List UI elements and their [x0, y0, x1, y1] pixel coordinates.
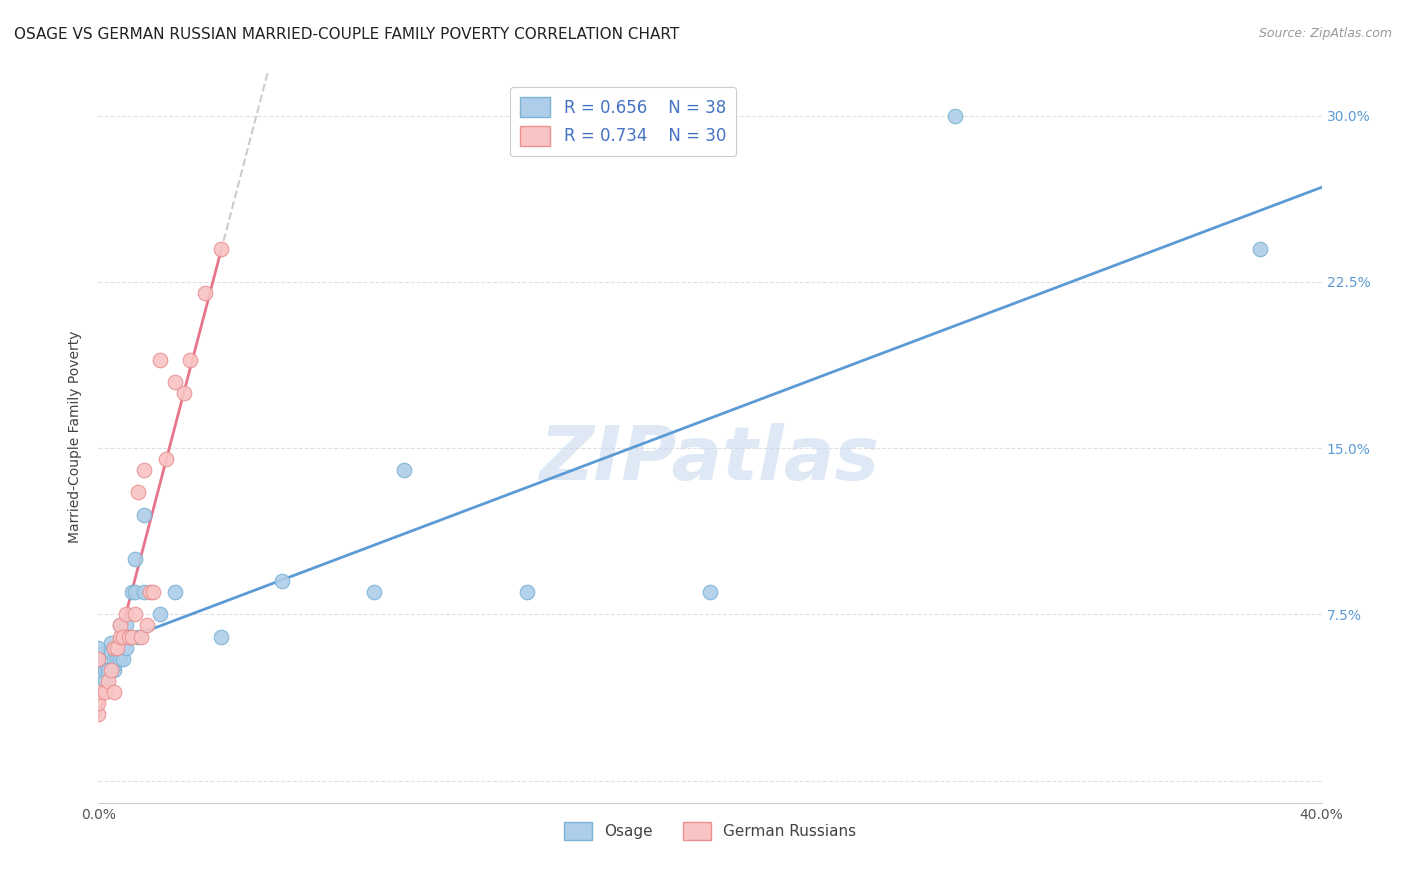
Point — [87, 685, 110, 699]
Point — [118, 630, 141, 644]
Point — [163, 585, 186, 599]
Text: Source: ZipAtlas.com: Source: ZipAtlas.com — [1258, 27, 1392, 40]
Point — [103, 663, 125, 677]
Point — [97, 663, 120, 677]
Point — [194, 285, 217, 300]
Point — [139, 585, 162, 599]
Point — [93, 685, 115, 699]
Point — [136, 618, 159, 632]
Point — [134, 463, 156, 477]
Point — [129, 630, 152, 644]
Point — [93, 663, 115, 677]
Point — [87, 640, 110, 655]
Point — [111, 630, 134, 644]
Point — [134, 508, 156, 522]
Point — [134, 585, 156, 599]
Point — [163, 375, 186, 389]
Point — [121, 630, 143, 644]
Point — [127, 485, 149, 500]
Point — [173, 385, 195, 400]
Text: OSAGE VS GERMAN RUSSIAN MARRIED-COUPLE FAMILY POVERTY CORRELATION CHART: OSAGE VS GERMAN RUSSIAN MARRIED-COUPLE F… — [14, 27, 679, 42]
Point — [118, 630, 141, 644]
Y-axis label: Married-Couple Family Poverty: Married-Couple Family Poverty — [69, 331, 83, 543]
Point — [103, 651, 125, 665]
Point — [1249, 242, 1271, 256]
Point — [115, 607, 138, 622]
Point — [108, 618, 131, 632]
Point — [103, 640, 125, 655]
Point — [103, 658, 125, 673]
Point — [103, 685, 125, 699]
Point — [93, 673, 115, 688]
Legend: Osage, German Russians: Osage, German Russians — [558, 815, 862, 847]
Point — [87, 707, 110, 722]
Point — [155, 452, 177, 467]
Point — [149, 352, 172, 367]
Point — [115, 618, 138, 632]
Point — [124, 552, 146, 566]
Point — [127, 630, 149, 644]
Point — [115, 640, 138, 655]
Point — [105, 651, 128, 665]
Point — [699, 585, 721, 599]
Point — [209, 242, 232, 256]
Point — [179, 352, 201, 367]
Point — [87, 663, 110, 677]
Point — [97, 673, 120, 688]
Point — [87, 651, 110, 665]
Point — [100, 645, 122, 659]
Text: ZIPatlas: ZIPatlas — [540, 423, 880, 496]
Point — [516, 585, 538, 599]
Point — [124, 585, 146, 599]
Point — [363, 585, 385, 599]
Point — [105, 640, 128, 655]
Point — [100, 636, 122, 650]
Point — [111, 651, 134, 665]
Point — [87, 651, 110, 665]
Point — [87, 648, 110, 662]
Point — [111, 630, 134, 644]
Point — [270, 574, 292, 589]
Point — [142, 585, 165, 599]
Point — [108, 630, 131, 644]
Point — [105, 640, 128, 655]
Point — [108, 618, 131, 632]
Point — [121, 585, 143, 599]
Point — [943, 109, 966, 123]
Point — [209, 630, 232, 644]
Point — [100, 663, 122, 677]
Point — [149, 607, 172, 622]
Point — [87, 696, 110, 710]
Point — [108, 651, 131, 665]
Point — [124, 607, 146, 622]
Point — [87, 658, 110, 673]
Point — [392, 463, 416, 477]
